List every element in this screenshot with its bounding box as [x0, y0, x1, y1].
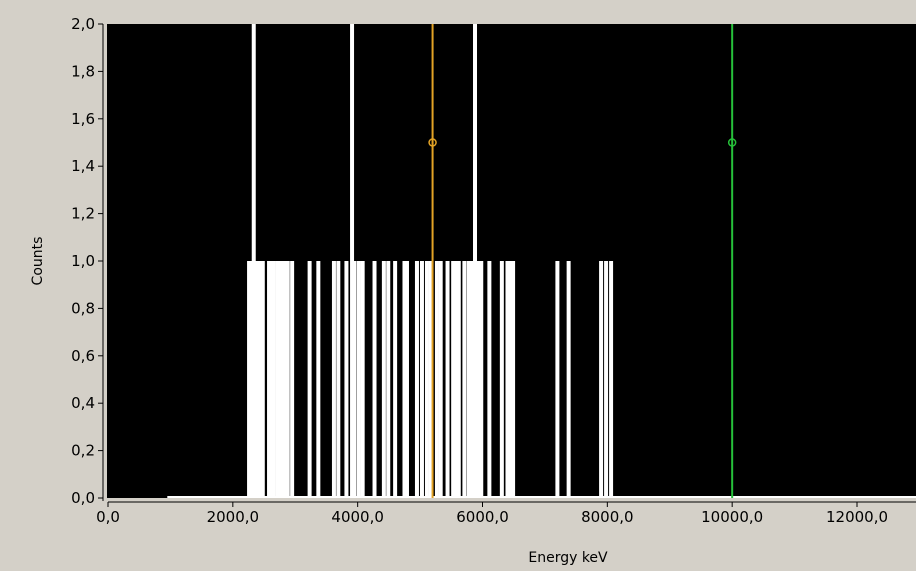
y-tick-label: 0,0 [71, 489, 95, 507]
histogram-bar [434, 261, 439, 498]
histogram-bar [356, 261, 361, 498]
histogram-bar [508, 261, 513, 498]
histogram-bar [307, 261, 312, 498]
y-tick-label: 1,6 [71, 110, 95, 128]
x-tick-label: 12000,0 [826, 508, 888, 526]
histogram-bar [456, 261, 461, 498]
histogram-bar [487, 261, 492, 498]
histogram-bar [386, 261, 391, 498]
histogram-bar [275, 261, 280, 498]
histogram-bar [254, 261, 259, 498]
histogram-bar [414, 261, 419, 498]
histogram-bar [258, 261, 263, 498]
y-tick-label: 1,0 [71, 252, 95, 270]
histogram-bar [402, 261, 407, 498]
histogram-bar [555, 261, 560, 498]
x-tick-label: 6000,0 [456, 508, 509, 526]
histogram-bar [271, 261, 276, 498]
cursor-marker [727, 138, 737, 147]
histogram-bar [336, 261, 341, 498]
histogram-bar [248, 261, 253, 498]
histogram-bar [451, 261, 456, 498]
histogram-bar [290, 261, 295, 498]
bars-layer [167, 24, 916, 498]
histogram-bar [505, 261, 510, 498]
histogram-bar [344, 261, 349, 498]
histogram-bar [360, 261, 365, 498]
y-tick-label: 2,0 [71, 15, 95, 33]
histogram-bar [462, 261, 467, 498]
x-tick-label: 10000,0 [701, 508, 763, 526]
histogram-bar [381, 261, 386, 498]
y-tick-label: 0,4 [71, 394, 95, 412]
x-axis-label: Energy keV [528, 550, 608, 566]
histogram-bar [404, 261, 409, 498]
histogram-bar [419, 261, 424, 498]
histogram-bar [372, 261, 377, 498]
axes-layer: 0,0 0,2 0,4 0,6 0,8 1,0 1,2 1,4 1,6 1,8 2,0 0,0 2000… [71, 15, 916, 526]
histogram-bar [445, 261, 450, 498]
histogram-bar [393, 261, 398, 498]
x-tick-label: 8000,0 [581, 508, 634, 526]
histogram-bar [454, 261, 459, 498]
histogram-bar [281, 261, 286, 498]
y-tick-label: 0,8 [71, 299, 95, 317]
x-tick-label: 4000,0 [331, 508, 384, 526]
y-tick-label: 1,8 [71, 62, 95, 80]
cursor-marker [428, 138, 437, 147]
histogram-bar [499, 261, 504, 498]
histogram-bar [260, 261, 265, 498]
cursors-layer [428, 24, 737, 498]
y-tick-label: 0,6 [71, 347, 95, 365]
histogram-bar [438, 261, 443, 498]
histogram-bar [511, 261, 516, 498]
histogram-bar [599, 261, 604, 498]
y-tick-label: 0,2 [71, 442, 95, 460]
histogram-bar [316, 261, 321, 498]
histogram-bar [466, 261, 471, 498]
x-tick-label: 2000,0 [207, 508, 260, 526]
y-tick-label: 1,4 [71, 157, 95, 175]
histogram-bar [352, 261, 357, 498]
y-axis-label: Counts [30, 237, 46, 286]
histogram-bar [476, 261, 481, 498]
histogram-bar [331, 261, 336, 498]
histogram-bar [424, 261, 429, 498]
histogram-bar [609, 261, 614, 498]
histogram-bar [428, 261, 433, 498]
histogram-bar [473, 24, 478, 498]
histogram-bar [251, 24, 256, 498]
histogram-bar [566, 261, 571, 498]
histogram-bar [479, 261, 484, 498]
histogram-bar [278, 261, 283, 498]
y-tick-label: 1,2 [71, 205, 95, 223]
histogram-bar [604, 261, 609, 498]
histogram-bar [285, 261, 290, 498]
histogram-bar [350, 24, 355, 498]
histogram-bar [268, 261, 273, 498]
x-tick-label: 0,0 [96, 508, 120, 526]
histogram-bar [469, 261, 474, 498]
